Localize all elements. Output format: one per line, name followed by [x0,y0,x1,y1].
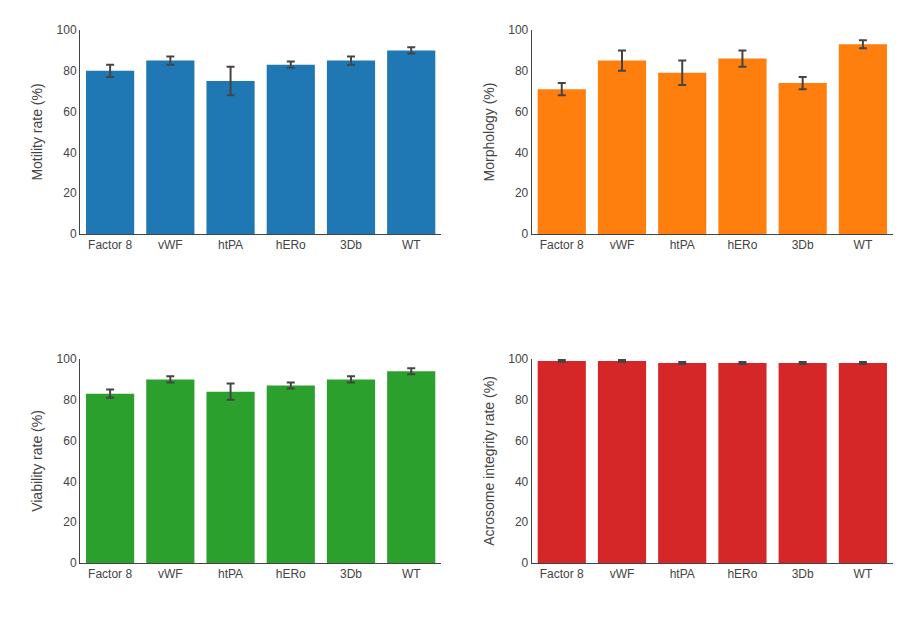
svg-text:100: 100 [57,23,77,37]
svg-text:htPA: htPA [670,567,695,581]
svg-text:vWF: vWF [610,567,635,581]
svg-text:100: 100 [57,352,77,366]
svg-text:100: 100 [508,352,528,366]
svg-text:htPA: htPA [218,238,243,252]
svg-text:3Db: 3Db [340,567,362,581]
svg-text:Factor 8: Factor 8 [540,567,584,581]
svg-text:3Db: 3Db [340,238,362,252]
svg-text:20: 20 [63,186,77,200]
svg-text:80: 80 [63,64,77,78]
svg-text:WT: WT [402,238,421,252]
svg-text:WT: WT [402,567,421,581]
svg-text:20: 20 [515,515,529,529]
svg-text:WT: WT [854,238,873,252]
svg-text:hERo: hERo [727,567,757,581]
svg-text:20: 20 [63,515,77,529]
svg-text:Morphology (%): Morphology (%) [481,83,497,182]
svg-text:hERo: hERo [727,238,757,252]
svg-text:0: 0 [70,556,77,570]
svg-text:40: 40 [63,146,77,160]
svg-text:vWF: vWF [158,238,183,252]
svg-text:Acrosome integrity rate (%): Acrosome integrity rate (%) [481,376,497,546]
svg-text:Viability rate (%): Viability rate (%) [29,410,45,512]
svg-text:40: 40 [515,475,529,489]
svg-text:80: 80 [515,64,529,78]
svg-text:80: 80 [63,393,77,407]
svg-text:3Db: 3Db [792,567,814,581]
svg-text:0: 0 [522,227,529,241]
svg-text:hERo: hERo [276,238,306,252]
svg-text:Factor 8: Factor 8 [540,238,584,252]
svg-text:40: 40 [515,146,529,160]
svg-text:vWF: vWF [158,567,183,581]
svg-text:vWF: vWF [610,238,635,252]
svg-text:60: 60 [515,105,529,119]
svg-text:100: 100 [508,23,528,37]
svg-text:60: 60 [63,434,77,448]
svg-text:Factor 8: Factor 8 [88,567,132,581]
svg-text:60: 60 [63,105,77,119]
svg-text:Motility rate (%): Motility rate (%) [29,83,45,180]
svg-text:60: 60 [515,434,529,448]
svg-text:hERo: hERo [276,567,306,581]
svg-text:htPA: htPA [218,567,243,581]
svg-text:0: 0 [70,227,77,241]
svg-text:htPA: htPA [670,238,695,252]
svg-text:0: 0 [522,556,529,570]
svg-text:80: 80 [515,393,529,407]
svg-text:3Db: 3Db [792,238,814,252]
svg-text:Factor 8: Factor 8 [88,238,132,252]
svg-text:40: 40 [63,475,77,489]
svg-text:WT: WT [854,567,873,581]
svg-text:20: 20 [515,186,529,200]
